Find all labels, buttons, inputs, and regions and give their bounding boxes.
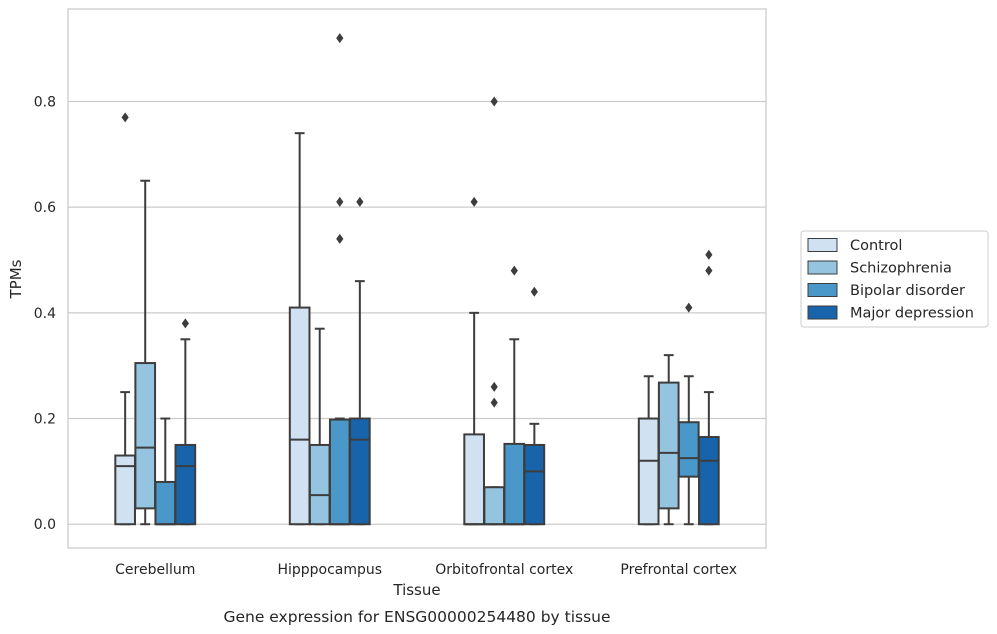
box-group <box>154 417 177 526</box>
outlier-point <box>490 381 498 392</box>
outlier-point <box>530 286 538 297</box>
box <box>677 421 700 478</box>
outlier-point <box>181 318 189 329</box>
outlier-point <box>336 33 344 44</box>
outlier-point <box>705 249 713 260</box>
box-group <box>463 196 485 526</box>
outlier-point <box>490 96 498 107</box>
box <box>134 362 157 510</box>
tick-labels: 0.0 0.2 0.4 0.6 0.8 Cerebellum Hipppocampus Orb… <box>34 94 737 578</box>
box <box>637 417 660 526</box>
box <box>463 433 485 526</box>
y-tick-label: 0.0 <box>34 517 56 533</box>
box <box>523 443 546 526</box>
y-tick-label: 0.8 <box>34 94 56 110</box>
box <box>698 436 720 526</box>
plot-frame <box>67 8 767 549</box>
box <box>288 306 311 526</box>
box-group <box>657 354 680 526</box>
outlier-point <box>121 112 129 123</box>
box-group <box>523 286 546 526</box>
box <box>174 443 197 526</box>
outlier-point <box>470 196 478 207</box>
legend-frame <box>800 230 989 328</box>
box-group <box>483 96 506 526</box>
outlier-point <box>336 233 344 244</box>
x-tick-label: Cerebellum <box>115 562 195 578</box>
y-tick-label: 0.6 <box>34 200 56 216</box>
outlier-point <box>490 397 498 408</box>
box <box>657 381 680 510</box>
box-group <box>637 375 660 526</box>
legend-label: Bipolar disorder <box>850 283 965 299</box>
outlier-point <box>705 265 713 276</box>
box <box>483 486 506 526</box>
box <box>154 480 177 526</box>
box <box>328 418 351 526</box>
legend: Control Schizophrenia Bipolar disorder Majo… <box>800 230 989 328</box>
legend-swatch <box>807 305 838 320</box>
box-group <box>349 196 371 526</box>
outlier-point <box>510 265 518 276</box>
legend-swatch <box>807 238 838 252</box>
y-axis-label: TPMs <box>7 259 25 299</box>
box-group <box>503 265 526 526</box>
box <box>503 442 526 526</box>
y-tick-label: 0.2 <box>34 412 56 428</box>
box-group <box>134 179 157 526</box>
box-group <box>288 132 311 526</box>
box-group <box>308 327 331 526</box>
box <box>349 417 371 526</box>
legend-label: Control <box>850 238 902 254</box>
boxes <box>114 33 720 526</box>
box-group <box>677 302 700 526</box>
y-tick-label: 0.4 <box>34 306 56 322</box>
legend-label: Schizophrenia <box>850 261 952 277</box>
outlier-point <box>356 196 364 207</box>
legend-swatch <box>807 283 838 297</box>
box-group <box>174 318 197 526</box>
legend-swatch <box>807 260 838 275</box>
legend-label: Major depression <box>850 306 974 322</box>
box-group <box>698 249 720 526</box>
x-tick-label: Prefrontal cortex <box>620 562 737 578</box>
outlier-point <box>336 196 344 207</box>
x-axis-label: Tissue <box>392 581 440 599</box>
box <box>308 443 331 526</box>
x-tick-label: Orbitofrontal cortex <box>435 562 573 578</box>
outlier-point <box>685 302 693 313</box>
box-group <box>114 112 136 526</box>
x-tick-label: Hipppocampus <box>277 562 382 578</box>
chart-caption: Gene expression for ENSG00000254480 by t… <box>223 608 610 626</box>
box-group <box>328 33 351 526</box>
